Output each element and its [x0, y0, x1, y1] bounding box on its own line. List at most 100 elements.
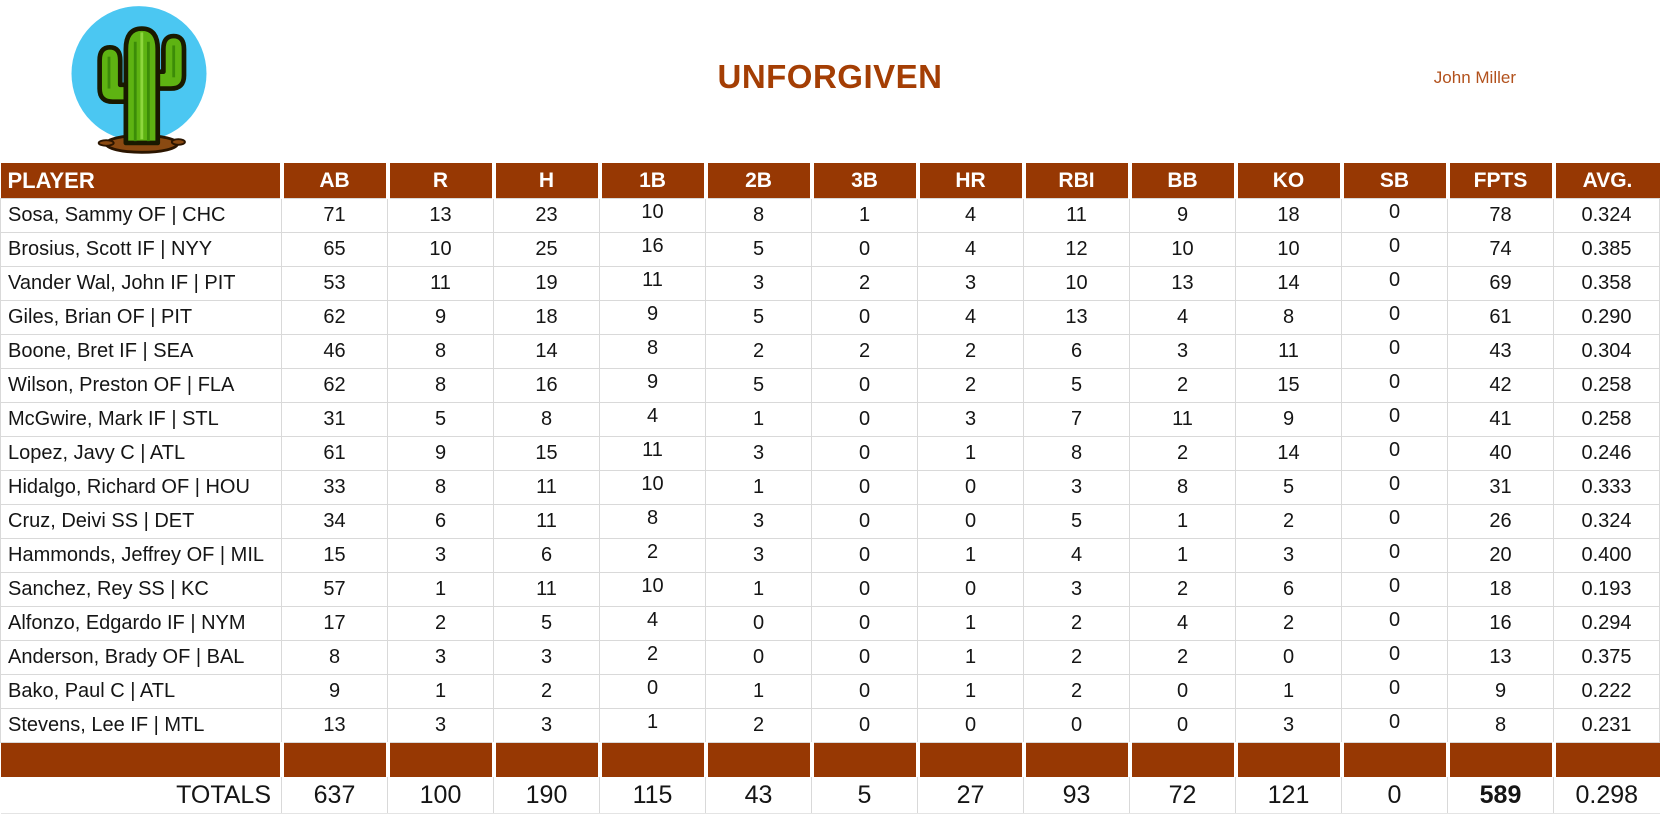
stat-cell-3b: 0	[811, 402, 918, 437]
stat-cell-bb: 13	[1129, 266, 1236, 301]
player-name-cell: Brosius, Scott IF | NYY	[0, 232, 282, 267]
divider-cell	[1551, 742, 1660, 777]
stat-cell-ko: 3	[1235, 708, 1342, 743]
totals-ko: 121	[1235, 777, 1342, 814]
stat-cell-bb: 10	[1129, 232, 1236, 267]
stat-cell-3b: 0	[811, 572, 918, 607]
column-header-r: R	[385, 163, 494, 199]
stat-cell-1b: 4	[599, 402, 706, 437]
stat-cell-ab: 31	[281, 402, 388, 437]
stat-cell-3b: 2	[811, 266, 918, 301]
stat-cell-rbi: 10	[1023, 266, 1130, 301]
stat-cell-ko: 11	[1235, 334, 1342, 369]
stat-cell-2b: 1	[705, 470, 812, 505]
stat-cell-r: 6	[387, 504, 494, 539]
stat-cell-fpts: 43	[1447, 334, 1554, 369]
stat-cell-3b: 0	[811, 708, 918, 743]
stat-cell-hr: 2	[917, 334, 1024, 369]
stat-cell-avg: 0.258	[1553, 368, 1660, 403]
divider-cell	[1127, 742, 1236, 777]
stat-cell-fpts: 61	[1447, 300, 1554, 335]
stat-cell-bb: 9	[1129, 198, 1236, 233]
stat-cell-avg: 0.400	[1553, 538, 1660, 573]
totals-row: TOTALS 637 100 190 115 43 5 27 93 72 121 0 589 0.298	[0, 777, 1660, 814]
stat-cell-bb: 3	[1129, 334, 1236, 369]
totals-avg: 0.298	[1553, 777, 1660, 814]
stat-cell-rbi: 0	[1023, 708, 1130, 743]
stat-cell-3b: 0	[811, 640, 918, 675]
stat-cell-ko: 5	[1235, 470, 1342, 505]
stat-cell-fpts: 13	[1447, 640, 1554, 675]
stat-cell-ko: 1	[1235, 674, 1342, 709]
totals-hr: 27	[917, 777, 1024, 814]
stat-cell-sb: 0	[1341, 572, 1448, 607]
stat-cell-avg: 0.294	[1553, 606, 1660, 641]
stat-cell-bb: 1	[1129, 504, 1236, 539]
stat-cell-hr: 0	[917, 708, 1024, 743]
totals-ab: 637	[281, 777, 388, 814]
stat-cell-ab: 17	[281, 606, 388, 641]
stat-cell-r: 3	[387, 538, 494, 573]
stat-cell-2b: 8	[705, 198, 812, 233]
column-header-2b: 2B	[703, 163, 812, 199]
totals-bb: 72	[1129, 777, 1236, 814]
player-name-cell: Vander Wal, John IF | PIT	[0, 266, 282, 301]
column-header-3b: 3B	[809, 163, 918, 199]
stat-cell-rbi: 2	[1023, 606, 1130, 641]
stat-cell-h: 15	[493, 436, 600, 471]
stat-cell-sb: 0	[1341, 266, 1448, 301]
team-logo-cactus	[64, 2, 214, 162]
stat-cell-h: 2	[493, 674, 600, 709]
stat-cell-hr: 0	[917, 470, 1024, 505]
stat-cell-bb: 11	[1129, 402, 1236, 437]
stat-cell-1b: 10	[599, 470, 706, 505]
player-name-cell: Boone, Bret IF | SEA	[0, 334, 282, 369]
totals-r: 100	[387, 777, 494, 814]
stat-cell-ko: 6	[1235, 572, 1342, 607]
totals-sb: 0	[1341, 777, 1448, 814]
stat-cell-h: 18	[493, 300, 600, 335]
stat-cell-2b: 1	[705, 674, 812, 709]
stat-cell-h: 3	[493, 708, 600, 743]
player-row: Stevens, Lee IF | MTL 13 3 3 1 2 0 0 0 0 3 0 8 0.231	[0, 708, 1660, 743]
stat-cell-2b: 0	[705, 606, 812, 641]
divider-row	[0, 742, 1660, 777]
stat-cell-ab: 53	[281, 266, 388, 301]
stat-cell-rbi: 2	[1023, 640, 1130, 675]
stat-cell-3b: 0	[811, 674, 918, 709]
player-row: Boone, Bret IF | SEA 46 8 14 8 2 2 2 6 3 11 0 43 0.30…	[0, 334, 1660, 369]
stat-cell-ab: 9	[281, 674, 388, 709]
stat-cell-hr: 3	[917, 266, 1024, 301]
column-header-fpts: FPTS	[1445, 163, 1554, 199]
stat-cell-avg: 0.290	[1553, 300, 1660, 335]
column-header-avg: AVG.	[1551, 163, 1660, 199]
stat-cell-3b: 0	[811, 606, 918, 641]
stat-cell-h: 3	[493, 640, 600, 675]
stat-cell-ab: 46	[281, 334, 388, 369]
player-name-cell: Hidalgo, Richard OF | HOU	[0, 470, 282, 505]
player-name-cell: Stevens, Lee IF | MTL	[0, 708, 282, 743]
stat-cell-hr: 3	[917, 402, 1024, 437]
divider-cell	[597, 742, 706, 777]
stat-cell-3b: 0	[811, 504, 918, 539]
stat-cell-r: 1	[387, 674, 494, 709]
divider-cell	[279, 742, 388, 777]
player-name-cell: Cruz, Deivi SS | DET	[0, 504, 282, 539]
stat-cell-1b: 8	[599, 504, 706, 539]
owner-name: John Miller	[1433, 68, 1516, 87]
player-row: Brosius, Scott IF | NYY 65 10 25 16 5 0 4 12 10 10…	[0, 232, 1660, 267]
stat-cell-r: 1	[387, 572, 494, 607]
stat-cell-3b: 0	[811, 436, 918, 471]
stat-cell-h: 14	[493, 334, 600, 369]
stat-cell-1b: 2	[599, 640, 706, 675]
column-header-ko: KO	[1233, 163, 1342, 199]
stat-cell-avg: 0.324	[1553, 504, 1660, 539]
stat-cell-2b: 3	[705, 266, 812, 301]
stat-cell-rbi: 5	[1023, 368, 1130, 403]
player-row: Cruz, Deivi SS | DET 34 6 11 8 3 0 0 5 1 2 0 26 0.324	[0, 504, 1660, 539]
stat-cell-ko: 9	[1235, 402, 1342, 437]
stat-cell-hr: 0	[917, 504, 1024, 539]
player-name-cell: Wilson, Preston OF | FLA	[0, 368, 282, 403]
stat-cell-avg: 0.304	[1553, 334, 1660, 369]
